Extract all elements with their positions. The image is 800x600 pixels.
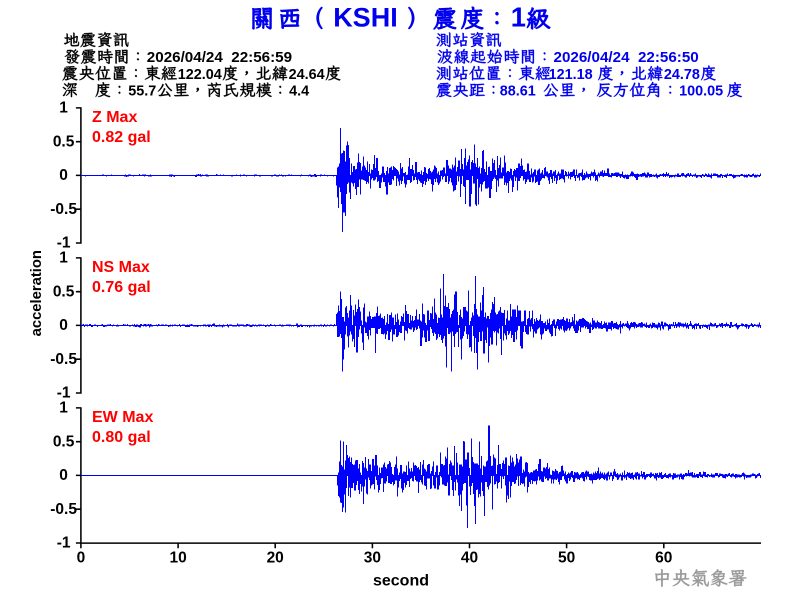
svg-text:Z Max: Z Max: [92, 109, 137, 126]
svg-text:1: 1: [59, 100, 68, 117]
svg-text:30: 30: [364, 550, 381, 567]
svg-text:EW Max: EW Max: [92, 409, 153, 426]
svg-text:40: 40: [461, 550, 478, 567]
svg-text:2026/04/24 22:56:59: 2026/04/24 22:56:59: [147, 49, 292, 66]
svg-text:50: 50: [558, 550, 575, 567]
svg-text:1: 1: [511, 2, 526, 33]
svg-text:0: 0: [59, 317, 68, 334]
svg-text:88.61: 88.61: [500, 84, 536, 100]
svg-text:2026/04/24 22:56:50: 2026/04/24 22:56:50: [554, 49, 699, 66]
svg-text:55.7: 55.7: [128, 84, 156, 100]
svg-text:0: 0: [77, 550, 86, 567]
svg-text:-0.5: -0.5: [50, 201, 77, 218]
svg-text:0.82 gal: 0.82 gal: [92, 129, 151, 146]
svg-text:0: 0: [59, 167, 68, 184]
svg-text:122.04: 122.04: [178, 67, 222, 83]
svg-text:1: 1: [59, 250, 68, 267]
svg-text:20: 20: [267, 550, 284, 567]
svg-text:10: 10: [169, 550, 186, 567]
svg-text:24.78: 24.78: [664, 67, 700, 83]
svg-text:1: 1: [59, 400, 68, 417]
svg-text:second: second: [373, 573, 429, 590]
svg-text:0.80 gal: 0.80 gal: [92, 429, 151, 446]
svg-text:121.18: 121.18: [549, 67, 593, 83]
svg-text:-1: -1: [57, 385, 71, 402]
svg-text:4.4: 4.4: [289, 84, 309, 100]
svg-text:0.5: 0.5: [53, 133, 75, 150]
svg-text:-0.5: -0.5: [50, 351, 77, 368]
svg-text:60: 60: [655, 550, 672, 567]
svg-text:0: 0: [59, 467, 68, 484]
svg-text:acceleration: acceleration: [29, 250, 45, 336]
svg-text:-1: -1: [57, 535, 71, 552]
svg-text:KSHI: KSHI: [333, 3, 398, 33]
svg-text:-0.5: -0.5: [50, 501, 77, 518]
svg-text:NS Max: NS Max: [92, 259, 150, 276]
svg-text:24.64: 24.64: [289, 67, 325, 83]
svg-text:0.5: 0.5: [53, 433, 75, 450]
svg-text:0.76 gal: 0.76 gal: [92, 279, 151, 296]
svg-text:-1: -1: [57, 235, 71, 252]
svg-text:0.5: 0.5: [53, 283, 75, 300]
svg-text:100.05: 100.05: [679, 84, 723, 100]
